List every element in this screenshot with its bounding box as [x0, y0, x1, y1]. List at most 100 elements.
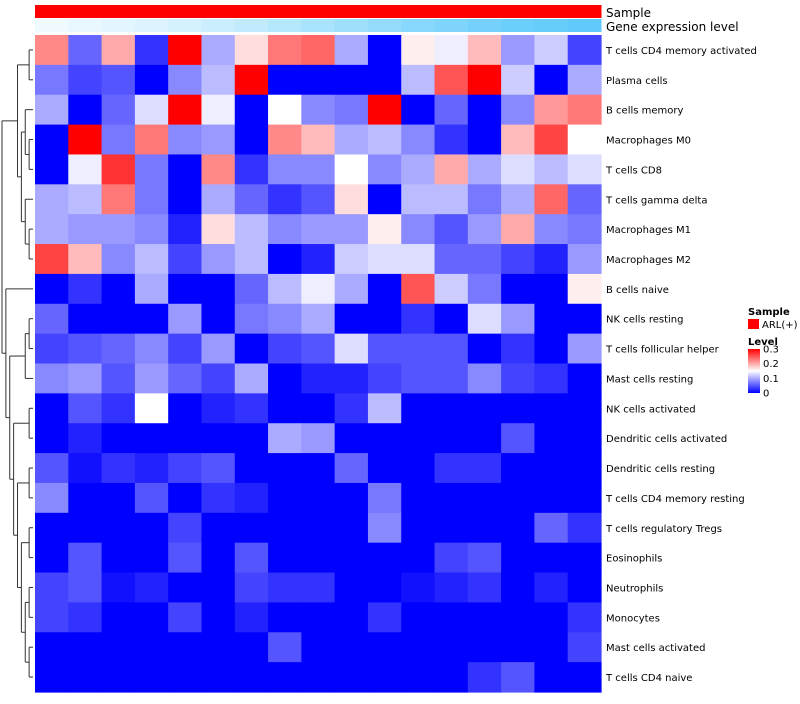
- row-label: Eosinophils: [606, 554, 662, 565]
- expression-annotation-cell: [101, 19, 136, 32]
- heatmap-cell: [434, 273, 469, 305]
- heatmap-cell: [101, 273, 136, 305]
- heatmap-cell: [101, 482, 136, 514]
- expression-annotation-cell: [35, 19, 69, 32]
- heatmap-cell: [268, 662, 302, 693]
- heatmap-cell: [201, 303, 236, 335]
- heatmap-cell: [68, 124, 103, 156]
- heatmap-cell: [134, 662, 169, 693]
- heatmap-cell: [501, 244, 536, 275]
- heatmap-cells: [35, 35, 602, 693]
- heatmap-cell: [134, 333, 169, 365]
- heatmap-cell: [201, 512, 236, 544]
- heatmap-cell: [367, 482, 402, 514]
- heatmap-cell: [68, 303, 103, 335]
- heatmap-cell: [401, 333, 436, 365]
- heatmap-cell: [101, 303, 136, 335]
- sample-annotation-cell: [201, 5, 236, 18]
- heatmap-cell: [268, 393, 302, 424]
- heatmap-cell: [301, 244, 336, 275]
- heatmap-cell: [301, 542, 336, 574]
- heatmap-cell: [501, 632, 536, 663]
- heatmap-cell: [101, 602, 136, 633]
- heatmap-cell: [101, 632, 136, 663]
- heatmap-cell: [534, 632, 569, 663]
- heatmap-cell: [534, 184, 569, 215]
- heatmap-cell: [534, 662, 569, 693]
- expression-annotation-cell: [68, 19, 103, 32]
- heatmap-cell: [35, 393, 69, 424]
- heatmap-cell: [534, 154, 569, 185]
- heatmap-cell: [134, 572, 169, 604]
- heatmap-cell: [401, 244, 436, 275]
- heatmap-cell: [134, 154, 169, 185]
- heatmap-cell: [501, 393, 536, 424]
- heatmap-cell: [501, 572, 536, 604]
- heatmap-cell: [334, 363, 369, 394]
- heatmap-cell: [101, 35, 136, 66]
- heatmap-cell: [567, 64, 602, 96]
- heatmap-cell: [467, 512, 502, 544]
- heatmap-cell: [168, 244, 203, 275]
- heatmap-cell: [101, 453, 136, 484]
- heatmap-cell: [501, 333, 536, 365]
- heatmap-cell: [168, 154, 203, 185]
- heatmap-cell: [401, 602, 436, 633]
- heatmap-cell: [367, 632, 402, 663]
- heatmap-cell: [35, 662, 69, 693]
- heatmap-cell: [201, 333, 236, 365]
- heatmap-cell: [367, 244, 402, 275]
- heatmap-cell: [268, 482, 302, 514]
- heatmap-cell: [367, 184, 402, 215]
- heatmap-cell: [168, 35, 203, 66]
- sample-track-label: Sample: [606, 6, 651, 20]
- sample-annotation-cell: [168, 5, 202, 18]
- heatmap-cell: [334, 303, 369, 335]
- heatmap-cell: [334, 124, 369, 156]
- heatmap-cell: [35, 273, 69, 305]
- heatmap-cell: [534, 542, 569, 574]
- heatmap-cell: [467, 482, 502, 514]
- heatmap-cell: [301, 273, 336, 305]
- heatmap-cell: [201, 393, 236, 424]
- heatmap-cell: [201, 184, 236, 215]
- heatmap-cell: [134, 35, 169, 66]
- heatmap-cell: [268, 35, 302, 66]
- heatmap-cell: [367, 124, 402, 156]
- row-label: T cells regulatory Tregs: [605, 524, 722, 535]
- heatmap-cell: [534, 423, 569, 454]
- heatmap-cell: [367, 303, 402, 335]
- heatmap-cell: [434, 214, 469, 245]
- heatmap-cell: [101, 512, 136, 544]
- heatmap-cell: [534, 35, 569, 66]
- heatmap-cell: [134, 64, 169, 96]
- heatmap-cell: [367, 393, 402, 424]
- heatmap-cell: [35, 214, 69, 245]
- heatmap-cell: [234, 273, 269, 305]
- row-label: T cells CD4 memory resting: [605, 494, 745, 505]
- heatmap-cell: [201, 453, 236, 484]
- row-label: B cells naive: [606, 285, 669, 296]
- heatmap-cell: [401, 662, 436, 693]
- heatmap-cell: [201, 423, 236, 454]
- heatmap-cell: [467, 273, 502, 305]
- legend-sample-entry: ARL(+): [762, 320, 798, 331]
- heatmap-cell: [301, 363, 336, 394]
- heatmap-cell: [168, 423, 203, 454]
- heatmap-cell: [301, 453, 336, 484]
- heatmap-cell: [35, 333, 69, 365]
- heatmap-cell: [268, 423, 302, 454]
- heatmap-cell: [201, 542, 236, 574]
- heatmap-cell: [501, 542, 536, 574]
- heatmap-cell: [501, 35, 536, 66]
- heatmap-cell: [401, 64, 436, 96]
- heatmap-cell: [334, 273, 369, 305]
- heatmap-cell: [234, 632, 269, 663]
- heatmap-cell: [567, 482, 602, 514]
- row-label: Macrophages M1: [606, 225, 691, 236]
- heatmap-cell: [467, 542, 502, 574]
- heatmap-cell: [334, 482, 369, 514]
- heatmap-cell: [367, 64, 402, 96]
- heatmap-cell: [434, 184, 469, 215]
